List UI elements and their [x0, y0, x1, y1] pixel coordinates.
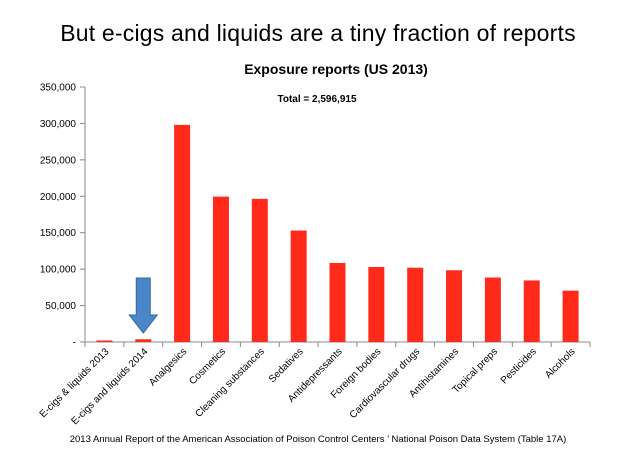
- bars: [96, 124, 579, 342]
- headline: But e-cigs and liquids are a tiny fracti…: [60, 20, 576, 46]
- y-tick-label: 300,000: [40, 119, 77, 130]
- bar: [562, 290, 579, 342]
- y-tick-label: 50,000: [45, 301, 76, 312]
- source-note: 2013 Annual Report of the American Assoc…: [69, 434, 567, 445]
- bar: [96, 340, 113, 342]
- y-tick-label: 200,000: [40, 192, 77, 203]
- y-tick-label: 150,000: [40, 228, 77, 239]
- x-tick-label: Pesticides: [499, 346, 539, 386]
- bar: [135, 339, 152, 342]
- bar: [368, 266, 385, 342]
- x-tick-label: Cleaning substances: [194, 346, 267, 419]
- y-axis: - 50,000 100,000 150,000 200,000 250,000 300,0…: [40, 83, 86, 349]
- x-tick-label: Sedatives: [267, 346, 306, 385]
- bar: [407, 267, 424, 342]
- bar: [290, 230, 307, 342]
- down-arrow-shape: [128, 277, 159, 334]
- bar: [212, 196, 229, 342]
- x-tick-label: Alcohols: [543, 346, 578, 381]
- x-tick-label: E-cigs & liquids 2013: [38, 346, 112, 420]
- x-tick-label: E-cigs and liquids 2014: [69, 346, 150, 427]
- y-tick-label: 350,000: [40, 83, 77, 94]
- y-tick-label: 100,000: [40, 265, 77, 276]
- bar: [484, 277, 501, 342]
- x-axis: [84, 341, 591, 347]
- x-tick-label: Analgesics: [147, 346, 189, 388]
- bar: [251, 198, 268, 342]
- y-tick-label: 250,000: [40, 155, 77, 166]
- bar: [446, 270, 463, 342]
- x-tick-label: Cosmetics: [187, 346, 228, 387]
- bar: [329, 262, 346, 342]
- bar: [174, 124, 191, 342]
- y-tick-label: -: [73, 338, 76, 349]
- bar: [523, 280, 540, 342]
- x-tick-label: Cardiovascular drugs: [348, 346, 423, 421]
- total-annotation: Total = 2,596,915: [277, 94, 356, 105]
- down-arrow-icon: [128, 277, 159, 334]
- chart-title: Exposure reports (US 2013): [244, 61, 428, 77]
